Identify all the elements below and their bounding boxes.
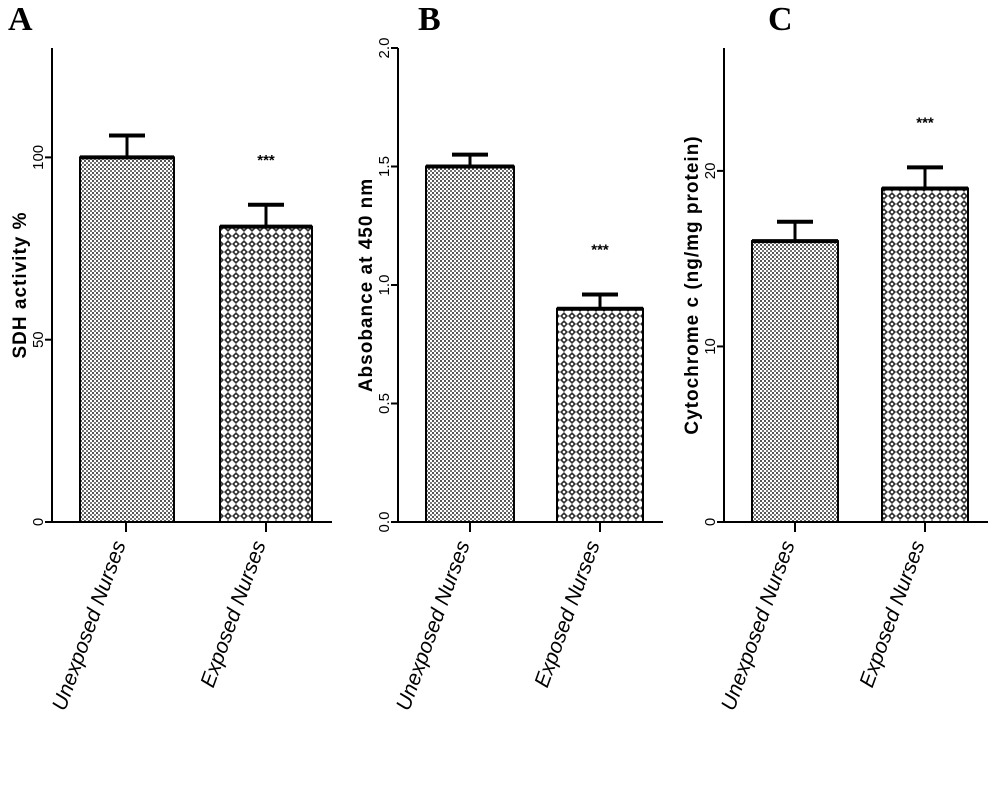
bar-2: [219, 225, 313, 524]
chart-panel-b: B Absobance at 450 nm 0.0 0.5 1.0 1.5 2.0 *** Un…: [356, 1, 663, 714]
bar-2: [881, 187, 969, 523]
panel-letter: B: [418, 1, 441, 38]
bar-2: [556, 307, 644, 524]
x-tick-label: Unexposed Nurses: [392, 537, 475, 713]
significance-label: ***: [257, 152, 275, 169]
y-tick-label: 20: [702, 163, 719, 180]
y-tick-label: 10: [702, 338, 719, 355]
y-tick-label: 50: [30, 331, 47, 348]
y-axis-label: SDH activity %: [10, 211, 31, 358]
y-tick-label: 0: [702, 518, 719, 526]
x-tick-label: Exposed Nurses: [855, 537, 929, 690]
bar-1: [79, 156, 175, 523]
y-tick-label: 0: [30, 518, 47, 526]
y-axis-label: Cytochrome c (ng/mg protein): [682, 135, 703, 434]
y-tick-label: 100: [30, 145, 47, 170]
y-tick-label: 1.0: [376, 275, 393, 296]
significance-label: ***: [591, 241, 609, 258]
panel-letter: C: [768, 1, 793, 38]
y-tick-label: 0.0: [376, 512, 393, 533]
chart-panel-a: A SDH activity % 0 50 100 *** Unexposed Nurses…: [8, 1, 332, 714]
y-tick-label: 1.5: [376, 156, 393, 177]
x-tick-label: Unexposed Nurses: [48, 537, 131, 713]
panel-letter: A: [8, 1, 33, 38]
significance-label: ***: [916, 114, 934, 131]
chart-panel-c: C Cytochrome c (ng/mg protein) 0 10 20 *** Une…: [682, 1, 988, 714]
x-tick-label: Unexposed Nurses: [717, 537, 800, 713]
bar-1: [425, 165, 515, 523]
x-tick-label: Exposed Nurses: [196, 537, 270, 690]
x-tick-label: Exposed Nurses: [530, 537, 604, 690]
bar-1: [751, 240, 839, 523]
y-tick-label: 2.0: [376, 38, 393, 59]
y-tick-label: 0.5: [376, 393, 393, 414]
y-axis-label: Absobance at 450 nm: [356, 178, 377, 392]
